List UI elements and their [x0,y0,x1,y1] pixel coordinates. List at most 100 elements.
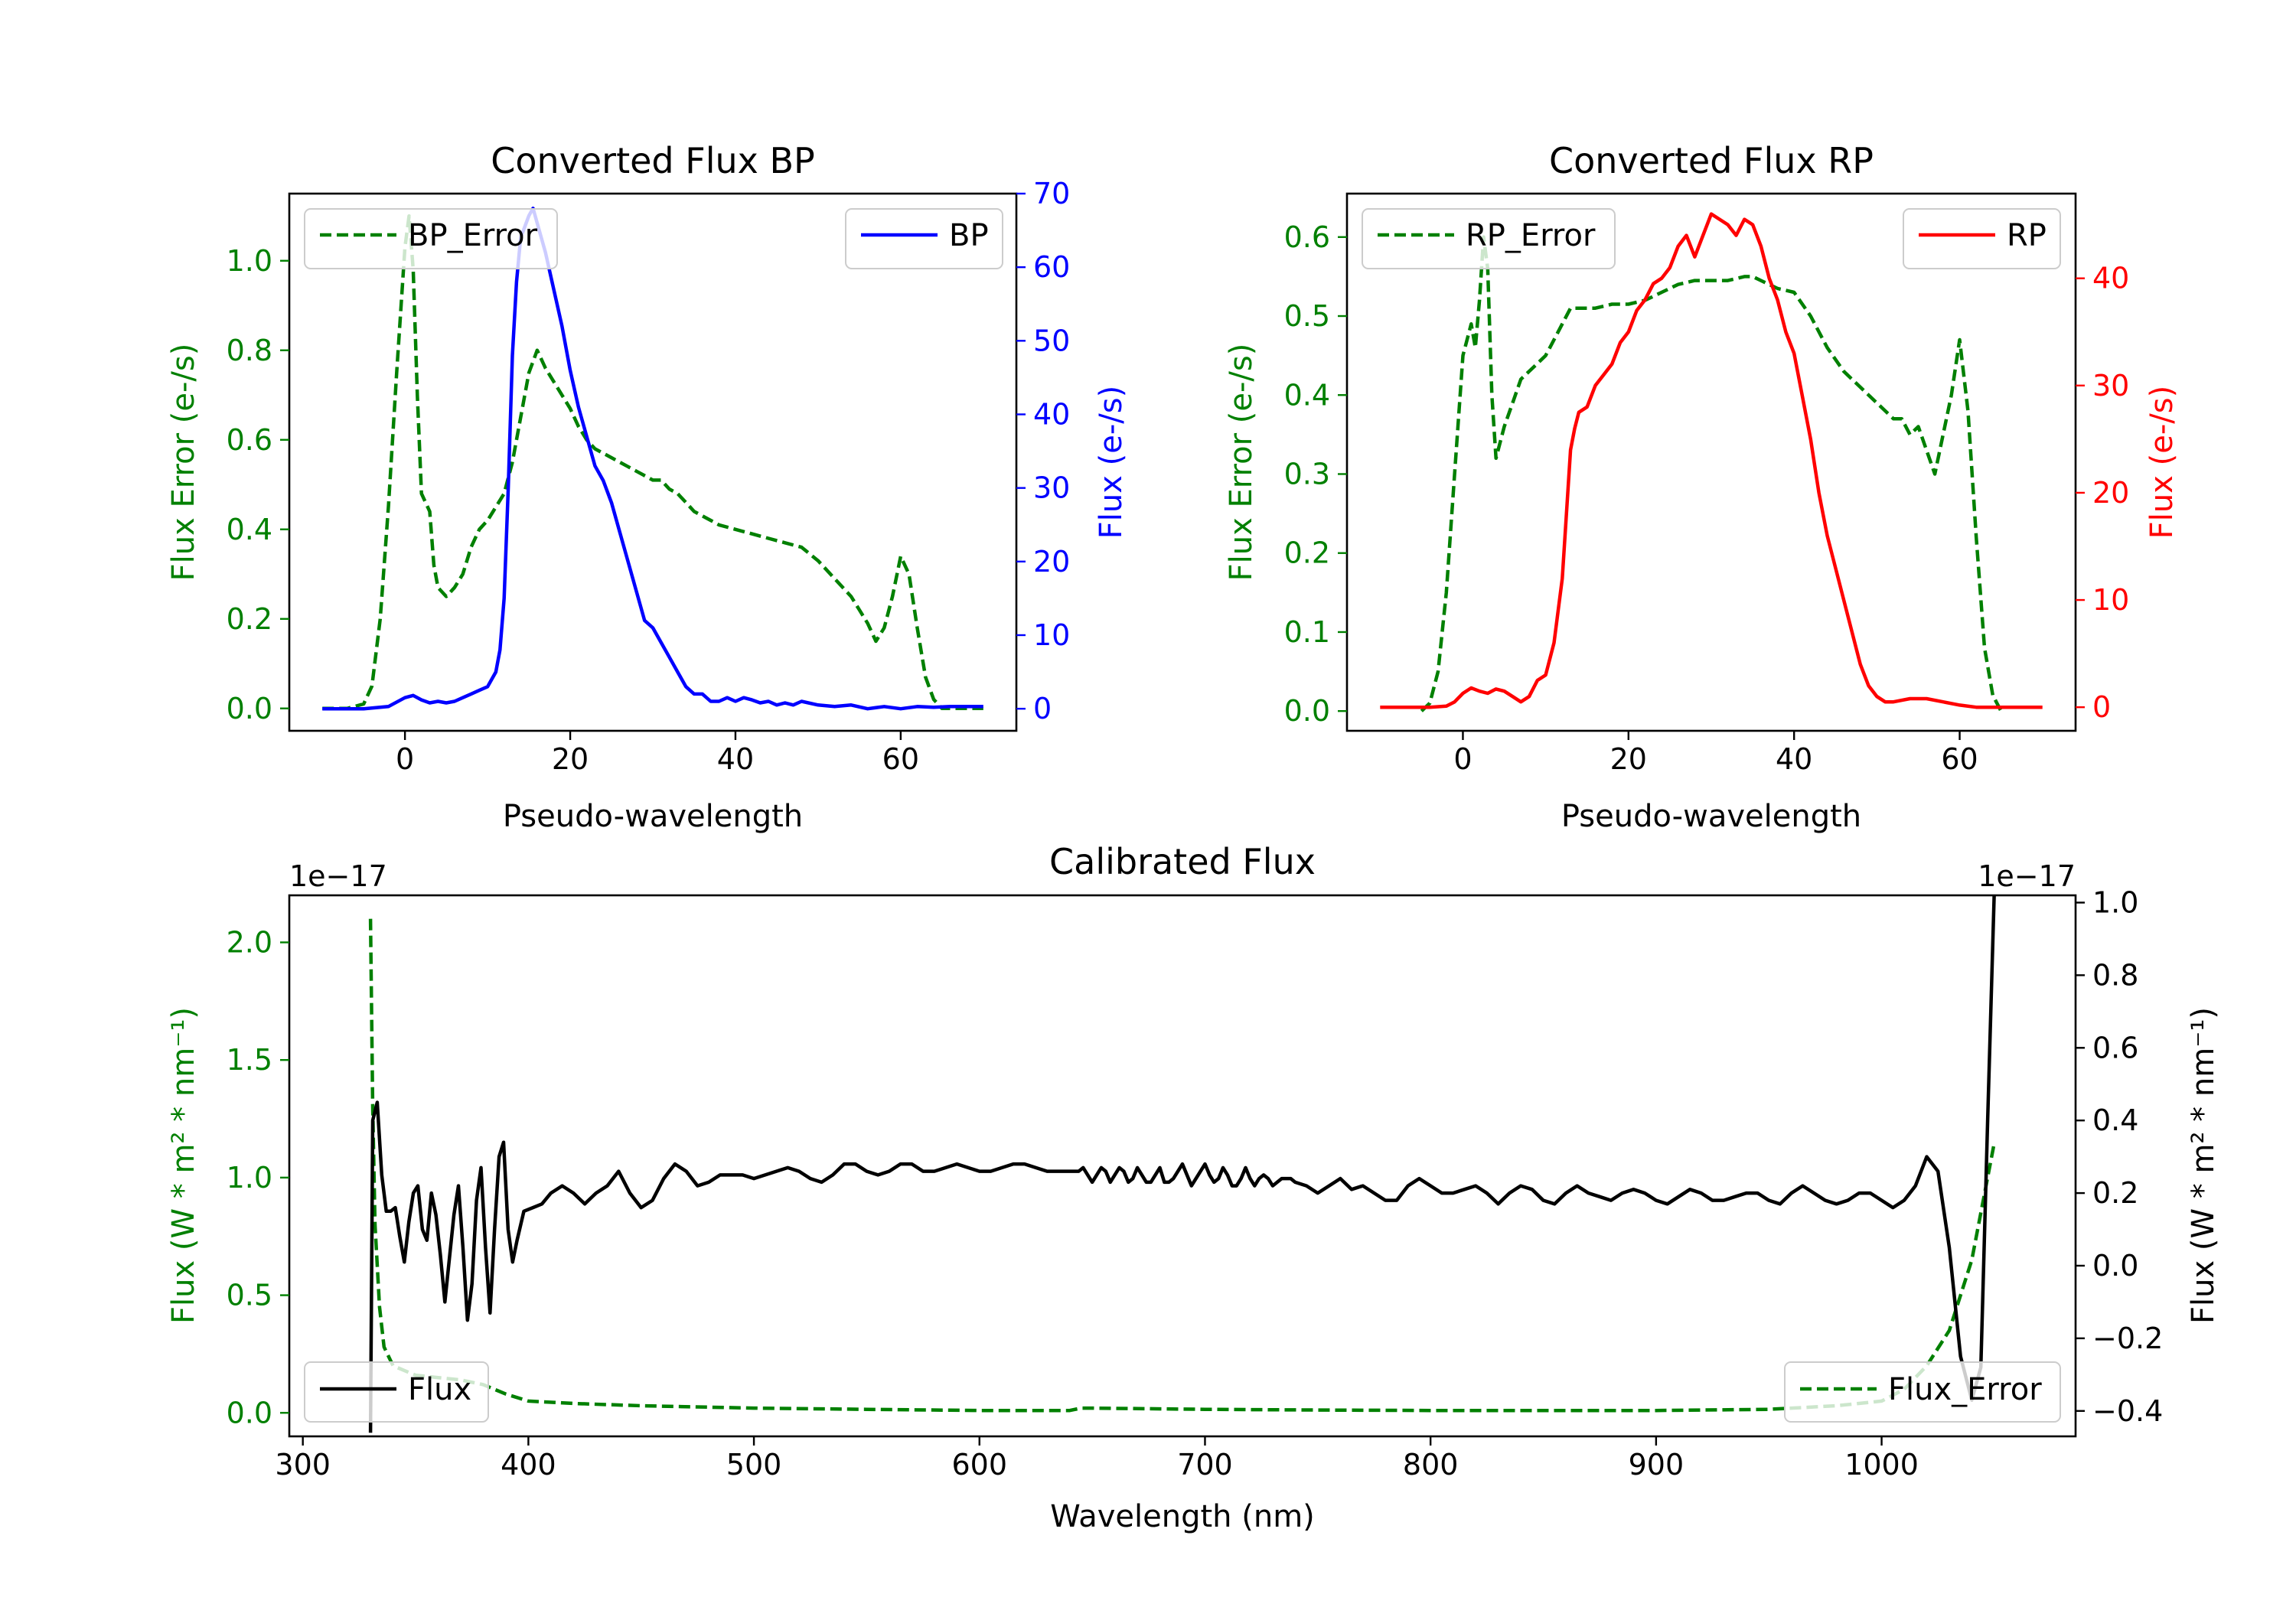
rp-ytick-label: 0.6 [1284,220,1330,254]
cal-axes-frame [288,894,2077,1438]
cal-ytick-label: 1.5 [227,1043,272,1077]
rp-ylabel: Flux Error (e-/s) [1224,344,1259,582]
rp-axes-frame [1345,192,2077,732]
cal-ytick-label: 0.5 [227,1279,272,1312]
rp-ytick-label: 0.2 [1284,536,1330,570]
cal-y2tick-label: 0.2 [2092,1176,2138,1210]
bp-ytick-label: 0.2 [227,602,272,636]
rp-y2tick-label: 0 [2092,690,2111,724]
bp-y2tick-label: 40 [1033,397,1070,431]
bp-y2label: Flux (e-/s) [1094,386,1129,539]
cal-legend-right: Flux_Error [1784,1361,2061,1423]
bp-ytick-label: 0.8 [227,334,272,367]
cal-xtick-label: 400 [501,1448,556,1482]
bp-y2tick-label: 60 [1033,250,1070,284]
rp-y2tick-label: 20 [2092,476,2129,510]
rp-y2-ticks: 0 10 20 30 40 [2076,262,2129,724]
rp-xtick-label: 0 [1453,742,1472,776]
cal-series-flux [368,895,1996,1433]
rp-ytick-label: 0.3 [1284,457,1330,491]
cal-y2tick-label: 0.6 [2092,1031,2138,1064]
bp-ytick-label: 1.0 [227,244,272,278]
cal-xtick-label: 800 [1403,1448,1459,1482]
bp-y2-ticks: 0 10 20 30 40 50 60 70 [1016,177,1070,725]
rp-xtick-label: 40 [1776,742,1812,776]
cal-title: Calibrated Flux [1049,841,1316,882]
bp-series-bp-error [322,214,983,711]
bp-ytick-label: 0.6 [227,423,272,457]
cal-x-ticks: 300 400 500 600 700 800 900 1000 [275,1436,1919,1482]
rp-xlabel: Pseudo-wavelength [1561,799,1861,834]
bp-plot-area [322,206,983,711]
flux-legend-label: Flux [408,1372,471,1407]
rp-y2tick-label: 40 [2092,262,2129,295]
cal-legend-left: Flux [304,1361,489,1423]
rp-series-rp [1380,212,2043,709]
cal-y2tick-label: −0.2 [2092,1322,2163,1355]
bp-legend-label: BP [949,218,989,253]
bp-xtick-label: 20 [552,742,589,776]
bp-legend-right: BP [845,208,1003,269]
cal-y2tick-label: −0.4 [2092,1394,2163,1428]
rp-legend-left: RP_Error [1362,208,1616,269]
cal-y-ticks: 0.0 0.5 1.0 1.5 2.0 [227,925,289,1429]
rp-y-ticks: 0.0 0.1 0.2 0.3 0.4 0.5 0.6 [1284,220,1347,728]
flux-error-legend-label: Flux_Error [1888,1372,2042,1407]
rp-error-legend-label: RP_Error [1466,218,1596,253]
bp-y2tick-label: 50 [1033,324,1070,357]
cal-offset-right: 1e−17 [1978,859,2076,893]
cal-xtick-label: 300 [275,1448,331,1482]
cal-xlabel: Wavelength (nm) [1050,1499,1315,1534]
cal-ytick-label: 2.0 [227,925,272,959]
cal-ytick-label: 1.0 [227,1161,272,1195]
rp-legend-label: RP [2007,218,2047,253]
bp-xtick-label: 60 [882,742,919,776]
cal-y2tick-label: 0.4 [2092,1103,2138,1137]
cal-y2tick-label: 1.0 [2092,885,2138,919]
rp-panel: Converted Flux RP 0 20 40 60 0.00.10.20.30.… [1224,140,2180,834]
bp-xtick-label: 40 [717,742,754,776]
cal-xtick-label: 900 [1629,1448,1684,1482]
cal-y2tick-label: 0.8 [2092,958,2138,992]
rp-x-ticks: 0 20 40 60 [1453,731,1978,776]
cal-y2-ticks: −0.4 −0.2 0.0 0.2 0.4 0.6 0.8 1.0 [2076,885,2163,1428]
bp-x-ticks: 0 20 40 60 [396,731,919,776]
bp-y2tick-label: 0 [1033,692,1052,725]
bp-y-ticks: 0.0 0.2 0.4 0.6 0.8 1.0 [227,244,289,725]
cal-y2tick-label: 0.0 [2092,1249,2138,1283]
bp-axes-frame [288,192,1018,732]
rp-xtick-label: 60 [1941,742,1978,776]
cal-ytick-label: 0.0 [227,1396,272,1429]
bp-ylabel: Flux Error (e-/s) [166,344,201,582]
cal-xtick-label: 600 [952,1448,1008,1482]
bp-y2tick-label: 20 [1033,545,1070,579]
cal-xtick-label: 700 [1177,1448,1233,1482]
rp-xtick-label: 20 [1610,742,1647,776]
rp-title: Converted Flux RP [1549,140,1874,181]
rp-y2label: Flux (e-/s) [2144,386,2180,539]
cal-y2label: Flux (W * m² * nm⁻¹) [2186,1007,2221,1324]
rp-y2tick-label: 10 [2092,583,2129,617]
bp-title: Converted Flux BP [491,140,815,181]
bp-xlabel: Pseudo-wavelength [503,799,803,834]
bp-y2tick-label: 70 [1033,177,1070,210]
bp-legend-left: BP_Error [304,208,558,269]
rp-ytick-label: 0.0 [1284,694,1330,728]
rp-ytick-label: 0.5 [1284,299,1330,333]
bp-y2tick-label: 10 [1033,618,1070,652]
cal-xtick-label: 1000 [1844,1448,1919,1482]
cal-ylabel: Flux (W * m² * nm⁻¹) [166,1007,201,1324]
bp-series-bp [322,206,983,711]
rp-ytick-label: 0.4 [1284,378,1330,412]
rp-ytick-label: 0.1 [1284,615,1330,649]
bp-panel: Converted Flux BP 0 20 40 60 0.00.20.40.60.… [166,140,1129,834]
bp-ytick-label: 0.0 [227,692,272,725]
bp-ytick-label: 0.4 [227,513,272,546]
cal-xtick-label: 500 [726,1448,782,1482]
rp-y2tick-label: 30 [2092,369,2129,403]
calibrated-panel: Calibrated Flux 1e−17 1e−17 300 400 500 600… [166,841,2221,1534]
rp-legend-right: RP [1903,208,2061,269]
bp-xtick-label: 0 [396,742,414,776]
cal-offset-left: 1e−17 [289,859,387,893]
